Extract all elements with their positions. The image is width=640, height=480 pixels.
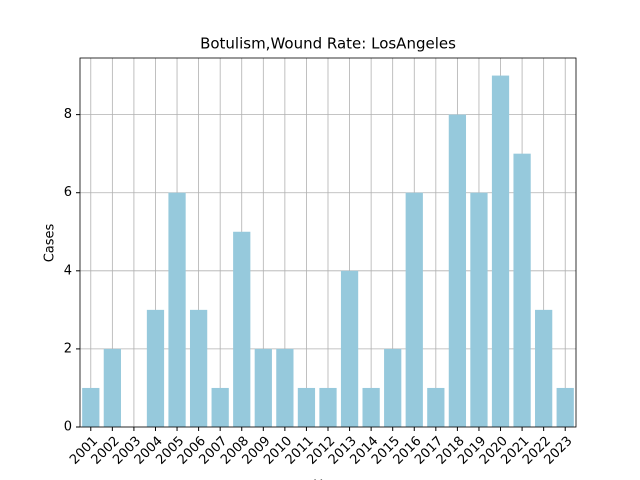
bar xyxy=(556,387,574,427)
bar xyxy=(82,387,100,427)
bar xyxy=(297,387,316,427)
bar xyxy=(319,387,337,427)
chart-title: Botulism,Wound Rate: LosAngeles xyxy=(200,35,456,53)
x-axis-label: Year xyxy=(313,479,342,480)
bar xyxy=(535,309,553,427)
bar xyxy=(405,192,423,427)
bar xyxy=(254,348,272,427)
bar xyxy=(513,153,531,427)
bar xyxy=(491,75,510,428)
y-tick-label: 6 xyxy=(64,185,72,200)
y-tick-label: 4 xyxy=(64,263,72,278)
bar xyxy=(211,387,229,427)
y-axis-label: Cases xyxy=(43,223,58,262)
bar xyxy=(103,348,121,427)
bar xyxy=(448,114,467,427)
bar xyxy=(189,309,208,427)
bar xyxy=(276,348,294,427)
plot-frame xyxy=(79,57,577,428)
bar xyxy=(470,192,488,427)
bar xyxy=(146,309,165,427)
y-tick-label: 2 xyxy=(64,341,72,356)
y-tick-label: 8 xyxy=(64,107,72,122)
bar xyxy=(233,231,251,427)
bar xyxy=(384,348,402,427)
bar xyxy=(362,387,380,427)
y-tick-label: 0 xyxy=(64,420,72,435)
bar xyxy=(340,270,359,427)
bar xyxy=(168,192,186,427)
bar xyxy=(427,387,445,427)
